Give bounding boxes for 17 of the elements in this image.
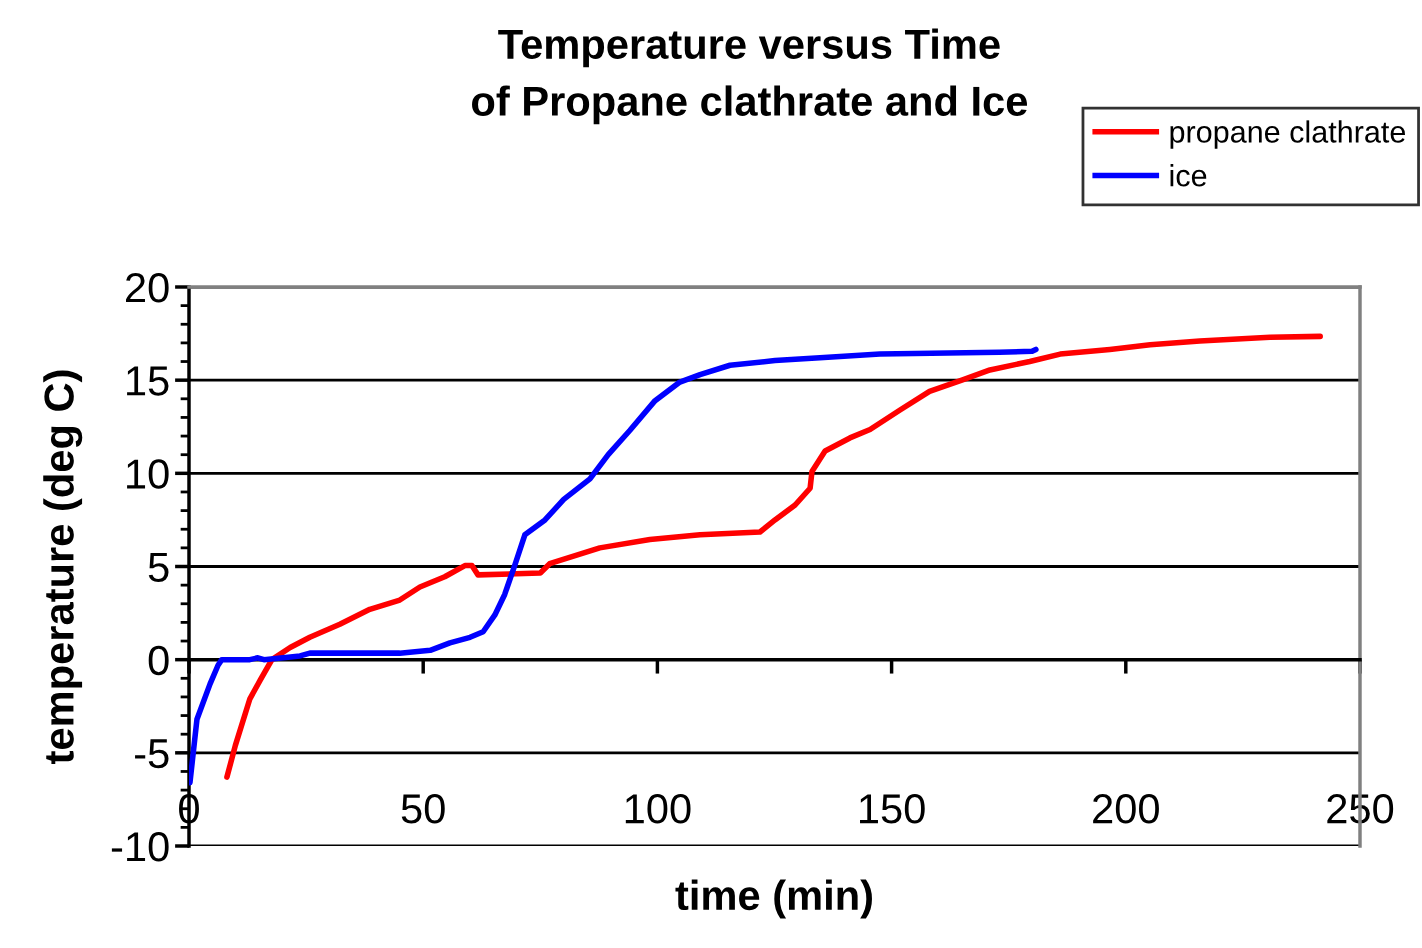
y-tick-label: 15 bbox=[127, 366, 169, 396]
y-tick-label: 5 bbox=[148, 552, 169, 583]
y-tick-label: 10 bbox=[127, 459, 169, 489]
x-tick-label: 150 bbox=[860, 794, 925, 824]
x-tick-label: 200 bbox=[1093, 794, 1159, 824]
x-tick-label: 50 bbox=[401, 794, 445, 824]
y-tick-label: -10 bbox=[111, 832, 169, 862]
legend-label: ice bbox=[1170, 164, 1207, 187]
x-tick-label: 250 bbox=[1327, 794, 1394, 824]
x-tick-label: 100 bbox=[625, 794, 691, 824]
y-tick-label: 20 bbox=[126, 273, 169, 303]
legend-label: propane clathrate bbox=[1170, 120, 1405, 149]
y-tick-label: 0 bbox=[148, 645, 169, 676]
y-tick-label: -5 bbox=[135, 739, 169, 769]
chart-title: Temperature versus Time of Propane clathrate and Ice bbox=[472, 28, 1028, 125]
x-axis-title: time (min) bbox=[675, 879, 872, 919]
y-axis-title: temperature (deg C) bbox=[43, 370, 83, 764]
